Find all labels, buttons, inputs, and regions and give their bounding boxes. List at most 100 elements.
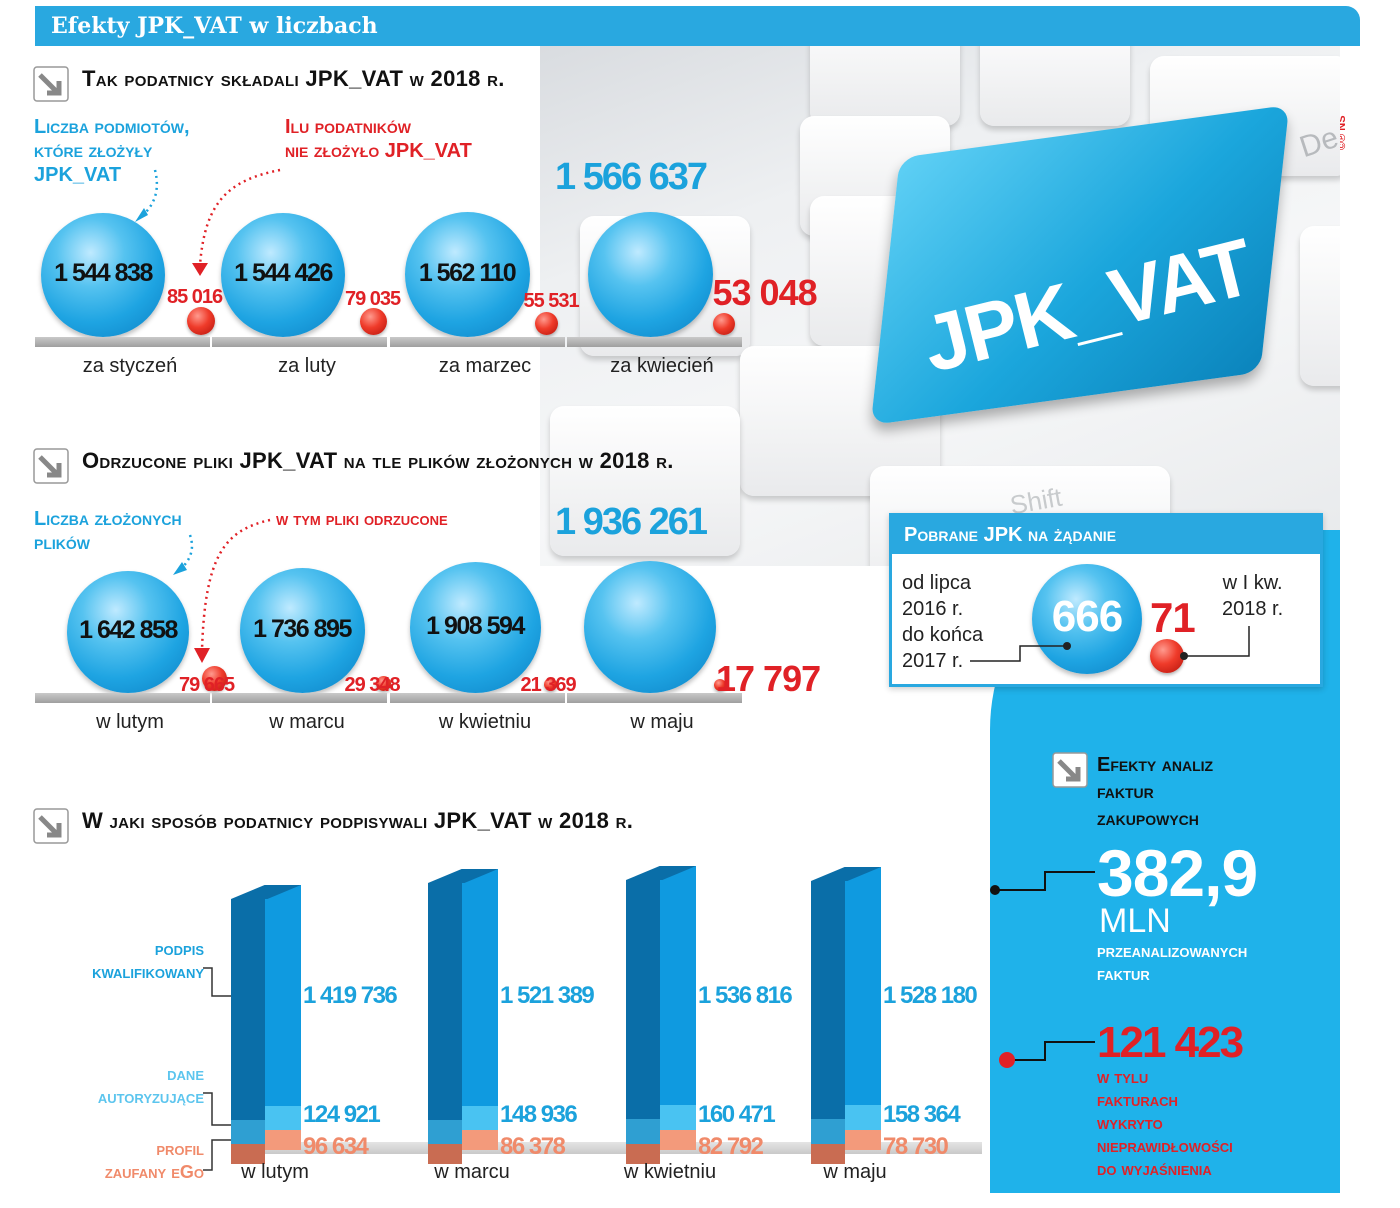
text-line: faktur bbox=[1097, 964, 1150, 984]
text-line: przeanalizowanych bbox=[1097, 941, 1248, 961]
month-label: w maju bbox=[630, 711, 694, 733]
value-qualified: 1 536 816 bbox=[698, 982, 793, 1009]
red-dot bbox=[360, 308, 387, 335]
red-dot bbox=[712, 313, 735, 335]
section2-legend-blue: Liczba złożonych plików bbox=[34, 507, 254, 555]
month-label: w kwietniu bbox=[438, 711, 532, 733]
text-line: 2018 r. bbox=[1222, 598, 1284, 620]
value-auth: 124 921 bbox=[303, 1101, 381, 1128]
efekty-desc: przeanalizowanych faktur bbox=[1097, 940, 1247, 986]
bubble-value: 1 566 637 bbox=[555, 156, 708, 198]
bar-segment-side bbox=[626, 880, 660, 1119]
title-bar: Efekty JPK_VAT w liczbach bbox=[35, 6, 1360, 46]
section1-legend-connectors bbox=[135, 168, 281, 276]
bubble-value: 1 736 895 bbox=[253, 614, 352, 643]
section1-legend-red: Ilu podatników nie złożyło JPK_VAT bbox=[285, 115, 545, 163]
text-line: do końca bbox=[902, 624, 984, 646]
red-value: 29 348 bbox=[344, 674, 401, 696]
bar-segment-side bbox=[231, 1144, 265, 1164]
month-label: w maju bbox=[823, 1161, 887, 1183]
bubble: 1 908 594 bbox=[409, 562, 541, 693]
month-label: w marcu bbox=[269, 711, 345, 733]
red-value: 21 369 bbox=[520, 674, 577, 696]
efekty-red-value: 121 423 bbox=[1097, 1018, 1244, 1067]
legend-line: plików bbox=[34, 532, 90, 554]
efekty-red-desc: w tylu fakturach wykryto nieprawidłowośc… bbox=[1097, 1066, 1233, 1181]
red-value: 85 016 bbox=[167, 286, 223, 308]
pobrane-left-text: od lipca 2016 r. do końca 2017 r. bbox=[902, 570, 983, 674]
bubble: 1 562 110 bbox=[404, 212, 530, 337]
month-label: za marzec bbox=[438, 355, 532, 377]
bar-segment-side bbox=[811, 1144, 845, 1164]
shelf bbox=[567, 693, 742, 703]
value-auth: 148 936 bbox=[500, 1101, 578, 1128]
bubble: 1 544 426 bbox=[221, 213, 345, 337]
shelf bbox=[212, 693, 387, 703]
red-dot bbox=[187, 307, 215, 335]
bar-segment-side bbox=[231, 1120, 265, 1144]
bubble bbox=[584, 561, 716, 693]
section2-title: Odrzucone pliki JPK_VAT na tle plików zł… bbox=[82, 448, 674, 473]
month-label: za kwiecień bbox=[610, 355, 714, 377]
pobrane-small-value: 71 bbox=[1150, 594, 1196, 641]
text-line: w I kw. bbox=[1222, 572, 1283, 594]
shelf bbox=[35, 693, 210, 703]
value-profile: 78 730 bbox=[883, 1133, 949, 1160]
key bbox=[980, 46, 1130, 126]
month-label: w lutym bbox=[96, 711, 164, 733]
legend-line: Liczba podmiotów, bbox=[34, 116, 190, 138]
key bbox=[550, 406, 740, 556]
legend-line: podpis bbox=[154, 939, 204, 959]
shelf bbox=[390, 693, 565, 703]
efekty-connectors bbox=[990, 871, 1095, 1068]
month-label: w lutym bbox=[241, 1161, 309, 1183]
bubble-value: 1 936 261 bbox=[555, 501, 708, 543]
bar-segment-front bbox=[265, 885, 301, 1106]
shelf bbox=[567, 337, 742, 347]
bar-segment-side bbox=[428, 883, 462, 1120]
bar-segment-side bbox=[231, 899, 265, 1120]
legend-line: autoryzujące bbox=[97, 1087, 204, 1107]
red-value: 79 035 bbox=[345, 288, 401, 310]
efekty-big-value: 382,9 bbox=[1097, 836, 1258, 910]
section1-legend-blue: Liczba podmiotów, które złożyły JPK_VAT bbox=[34, 115, 264, 187]
pobrane-connectors bbox=[970, 626, 1250, 662]
value-profile: 82 792 bbox=[698, 1133, 764, 1160]
text-line: wykryto bbox=[1097, 1113, 1163, 1133]
bar-segment-front bbox=[265, 1106, 301, 1130]
bubble: 1 642 858 bbox=[67, 571, 189, 693]
value-qualified: 1 528 180 bbox=[883, 982, 978, 1009]
month-label: w kwietniu bbox=[623, 1161, 717, 1183]
shelf bbox=[390, 337, 565, 347]
red-dot bbox=[714, 679, 726, 691]
legend-profile: profil zaufany eGo bbox=[20, 1138, 204, 1184]
bar-segment-side bbox=[811, 1119, 845, 1144]
month-label: w marcu bbox=[434, 1161, 510, 1183]
red-value: 79 665 bbox=[179, 674, 235, 696]
bar-segment-front bbox=[660, 866, 696, 1105]
legend-line: dane bbox=[167, 1064, 204, 1084]
bar-segment-front bbox=[265, 1130, 301, 1150]
red-dot bbox=[202, 666, 227, 691]
red-value: 53 048 bbox=[712, 272, 818, 313]
section2-legend-red: w tym pliki odrzucone bbox=[276, 507, 546, 531]
red-dot bbox=[534, 312, 558, 335]
arrow-down-right-icon bbox=[33, 448, 69, 484]
bubble-value: 1 544 426 bbox=[234, 259, 333, 287]
arrow-down-right-icon bbox=[1052, 752, 1088, 788]
bar-segment-side bbox=[626, 1119, 660, 1144]
arrow-down-right-icon bbox=[33, 808, 69, 844]
key bbox=[1300, 226, 1340, 386]
red-value: 55 531 bbox=[523, 290, 580, 312]
text-line: nieprawidłowości bbox=[1097, 1136, 1233, 1156]
stacked-bar-floor bbox=[232, 1142, 982, 1154]
bar-segment-front bbox=[462, 869, 498, 1106]
legend-line: zaufany eGo bbox=[104, 1162, 204, 1182]
bar-segment-side bbox=[428, 1120, 462, 1144]
bar-segment-front bbox=[660, 1130, 696, 1150]
bar-segment-front bbox=[845, 1105, 881, 1130]
bubble-value: 1 544 838 bbox=[54, 259, 153, 287]
bar-segment-front bbox=[660, 1105, 696, 1130]
legend-line: kwalifikowany bbox=[92, 962, 204, 982]
section2-legend-connectors bbox=[173, 518, 271, 663]
